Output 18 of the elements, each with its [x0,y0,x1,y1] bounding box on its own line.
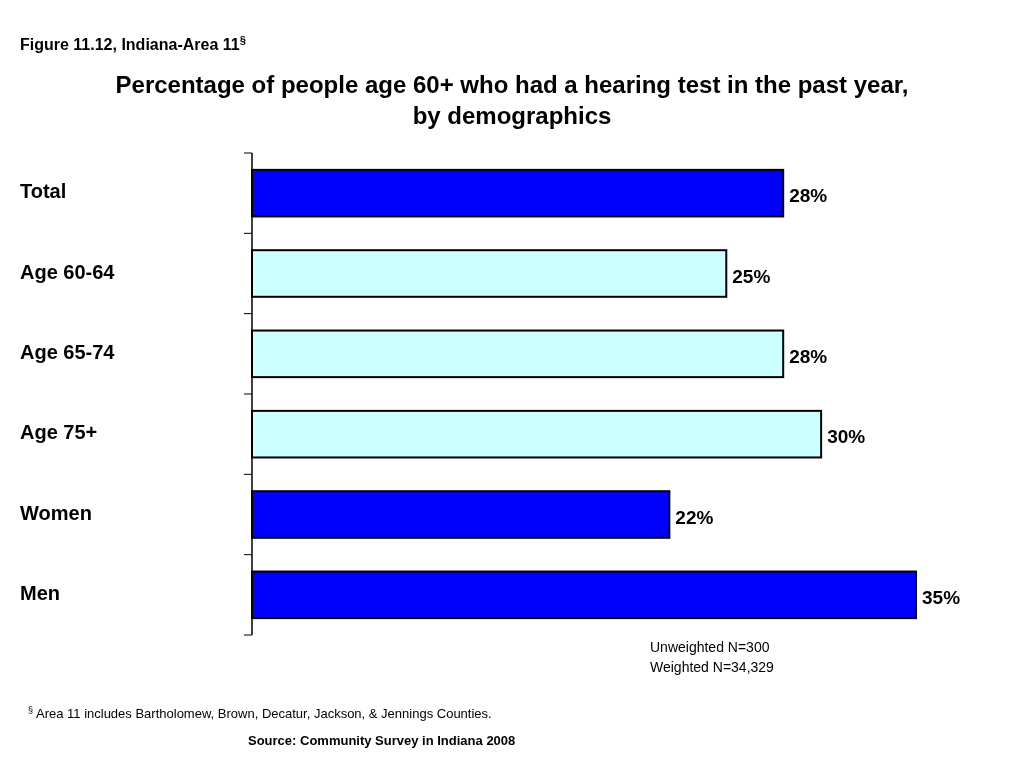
data-label: 28% [789,345,828,367]
data-label: 30% [827,426,866,448]
y-tick-label: Age 65-74 [20,341,116,364]
text: Weighted N=34,329 [650,659,775,675]
text: $^{§}$ Area 11 includes Bartholomew, Brown, Decatur, Jackson, & Jennings Counties. [28,705,492,721]
data-label: 28% [789,185,828,207]
y-tick-label: Total [20,180,67,203]
data-label: 35% [922,586,961,608]
data-label: 22% [675,506,714,528]
y-tick-label: Women [20,501,92,524]
caption: Figure 11.12, Indiana-Area 11$^{§}$ [20,34,246,53]
text: Unweighted N=300 [650,639,770,655]
y-tick-label: Age 60-64 [20,260,116,283]
chart-title: Percentage of people age 60+ who had a hearing test in the past year, by demographics [115,71,909,129]
data-label: 25% [732,265,771,287]
y-tick-label: Age 75+ [20,421,98,444]
source-note: Source: Community Survey in Indiana 2008 [248,733,516,748]
y-tick-label: Men [20,582,60,605]
